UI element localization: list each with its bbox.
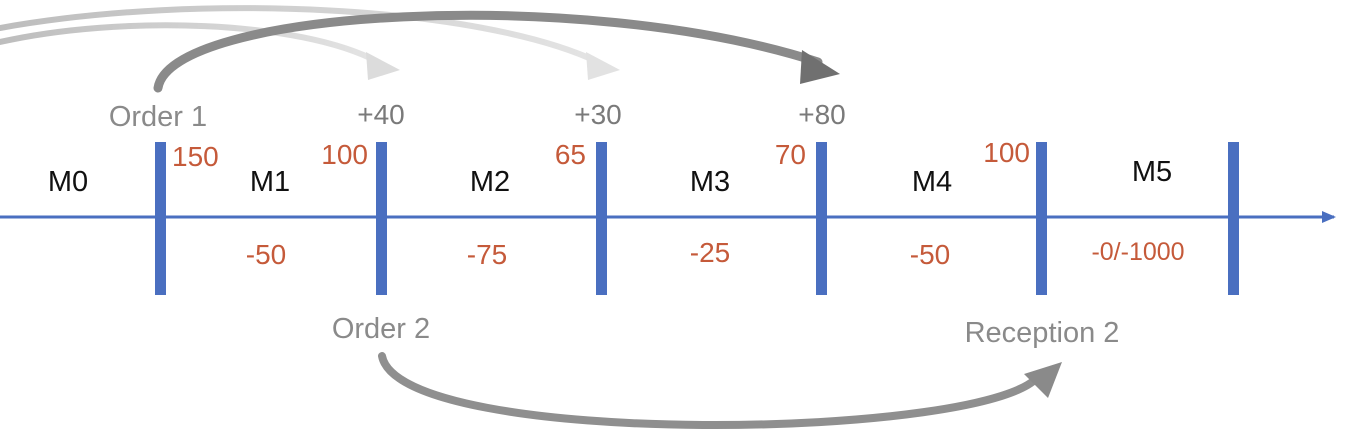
order1-label: Order 1	[109, 101, 207, 133]
stock-level: 150	[172, 141, 219, 172]
faint-order-arcs	[0, 5, 620, 80]
period-label-m0: M0	[48, 166, 88, 198]
order1-arc	[153, 10, 840, 93]
period-label-m1: M1	[250, 166, 290, 198]
consumption-value: -75	[467, 239, 507, 270]
separator	[155, 142, 166, 295]
order2-arc	[378, 352, 1062, 429]
reception2-label: Reception 2	[965, 317, 1120, 349]
reception-gains: +40 +30 +80	[357, 99, 846, 130]
reception-gain: +40	[357, 99, 405, 130]
consumption-value: -25	[690, 237, 730, 268]
consumption-value: -50	[910, 239, 950, 270]
reception-gain: +80	[798, 99, 846, 130]
event-labels: Order 1 Order 2 Reception 2	[109, 101, 1120, 349]
stock-levels: 150 100 65 70 100	[172, 137, 1030, 172]
separator	[596, 142, 607, 295]
period-labels: M0 M1 M2 M3 M4 M5	[48, 156, 1172, 198]
period-label-m4: M4	[912, 166, 952, 198]
period-label-m5: M5	[1132, 156, 1172, 188]
period-separators	[155, 142, 1239, 295]
stock-level: 65	[555, 139, 586, 170]
separator	[376, 142, 387, 295]
separator	[1228, 142, 1239, 295]
stock-level: 100	[321, 139, 368, 170]
consumption-value: -0/-1000	[1091, 238, 1184, 266]
separator	[1036, 142, 1047, 295]
order2-arrowhead	[1024, 362, 1062, 398]
period-label-m2: M2	[470, 166, 510, 198]
faint-arc-to-m3	[0, 5, 601, 65]
stock-level: 100	[983, 137, 1030, 168]
faint-arc-to-m2	[0, 22, 381, 65]
consumption-value: -50	[246, 239, 286, 270]
stock-level: 70	[775, 139, 806, 170]
period-label-m3: M3	[690, 166, 730, 198]
order2-label: Order 2	[332, 313, 430, 345]
reception-gain: +30	[574, 99, 622, 130]
faint-arrowhead-m2	[366, 52, 400, 80]
separator	[816, 142, 827, 295]
faint-arrowhead-m3	[586, 52, 620, 80]
order1-arrowhead	[800, 50, 840, 84]
consumption-values: -50 -75 -25 -50 -0/-1000	[246, 237, 1185, 270]
